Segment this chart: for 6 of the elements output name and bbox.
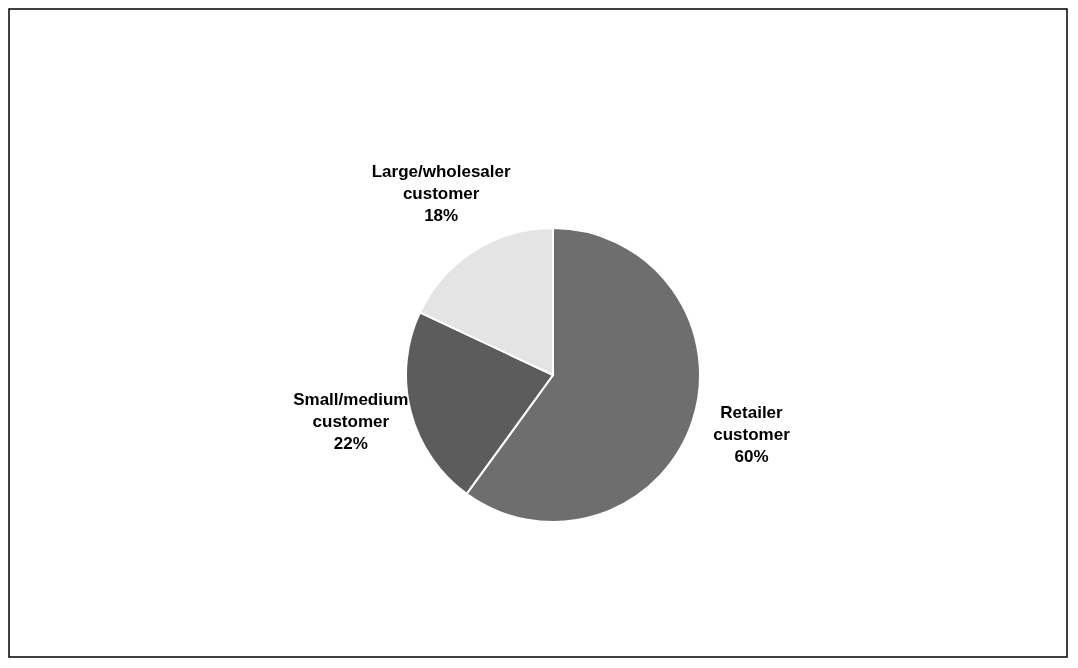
- slice-label: Large/wholesaler customer: [371, 161, 511, 203]
- slice-label: Small/medium customer: [293, 389, 409, 431]
- data-label: 60%: [734, 446, 769, 466]
- data-label: 22%: [333, 433, 368, 453]
- data-label: 18%: [424, 205, 459, 225]
- slice-label: Retailer customer: [713, 402, 791, 444]
